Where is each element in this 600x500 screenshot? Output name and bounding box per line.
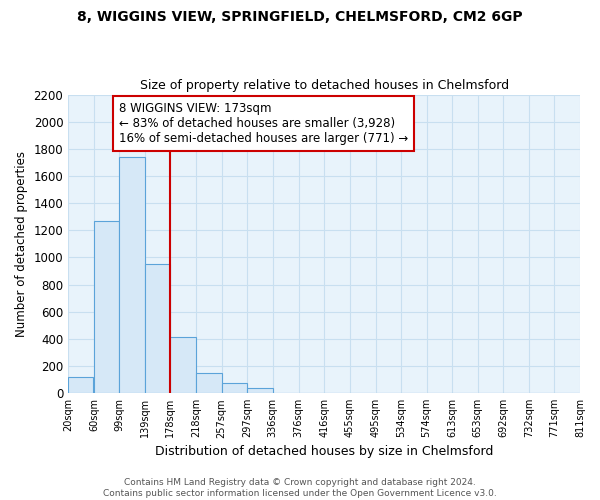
Text: Contains HM Land Registry data © Crown copyright and database right 2024.
Contai: Contains HM Land Registry data © Crown c… [103,478,497,498]
Y-axis label: Number of detached properties: Number of detached properties [15,151,28,337]
Title: Size of property relative to detached houses in Chelmsford: Size of property relative to detached ho… [140,79,509,92]
Bar [221,383,247,393]
Bar [68,377,94,393]
Bar [145,264,170,393]
Bar [170,337,196,393]
Text: 8 WIGGINS VIEW: 173sqm
← 83% of detached houses are smaller (3,928)
16% of semi-: 8 WIGGINS VIEW: 173sqm ← 83% of detached… [119,102,409,145]
Text: 8, WIGGINS VIEW, SPRINGFIELD, CHELMSFORD, CM2 6GP: 8, WIGGINS VIEW, SPRINGFIELD, CHELMSFORD… [77,10,523,24]
Bar [247,388,272,393]
Bar [119,157,145,393]
X-axis label: Distribution of detached houses by size in Chelmsford: Distribution of detached houses by size … [155,444,493,458]
Bar [94,222,119,393]
Bar [196,373,221,393]
